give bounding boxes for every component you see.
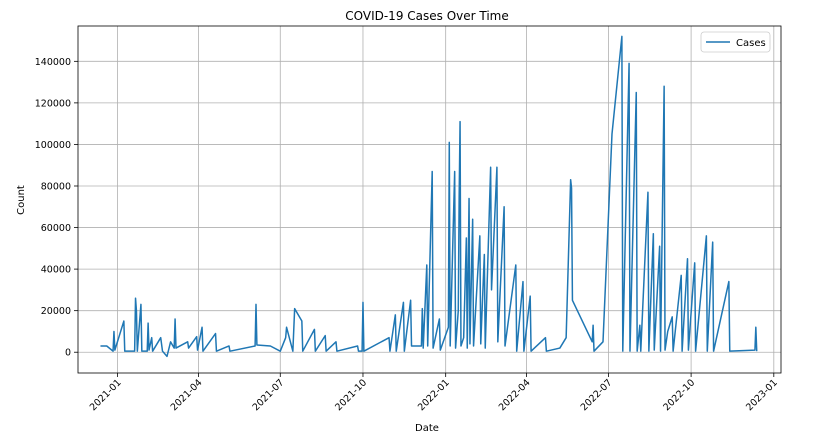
y-tick-label: 80000 (41, 181, 71, 192)
legend-label-cases: Cases (736, 38, 766, 49)
chart-title: COVID-19 Cases Over Time (345, 9, 509, 23)
series-line-cases (100, 35, 758, 358)
series-layer (100, 35, 758, 358)
legend-box (700, 31, 771, 53)
x-tick-label: 2022-07 (579, 377, 615, 413)
x-tick-label: 2021-10 (333, 377, 369, 413)
x-tick-label: 2021-04 (169, 377, 205, 413)
y-tick-label: 60000 (41, 223, 71, 234)
x-tick-label: 2022-10 (661, 377, 697, 413)
y-tick-label: 20000 (41, 306, 71, 317)
y-tick-label: 100000 (35, 140, 71, 151)
legend: Cases (700, 31, 771, 53)
y-tick-label: 140000 (35, 57, 71, 68)
grid (78, 26, 781, 373)
x-axis: 2021-01 2021-04 2021-07 2021-10 2022-01 2022-… (88, 373, 780, 413)
x-tick-label: 2023-01 (744, 377, 780, 413)
x-axis-label: Date (415, 423, 439, 434)
y-axis-label: Count (16, 185, 27, 215)
x-tick-label: 2021-07 (251, 377, 287, 413)
y-tick-label: 0 (65, 348, 71, 359)
plot-area-frame (77, 25, 782, 374)
y-axis: 0 20000 40000 60000 80000 100000 120000 140000 (35, 57, 78, 359)
x-tick-label: 2022-01 (416, 377, 452, 413)
y-tick-label: 120000 (35, 98, 71, 109)
y-tick-label: 40000 (41, 265, 71, 276)
x-tick-label: 2022-04 (497, 377, 533, 413)
x-tick-label: 2021-01 (88, 377, 124, 413)
